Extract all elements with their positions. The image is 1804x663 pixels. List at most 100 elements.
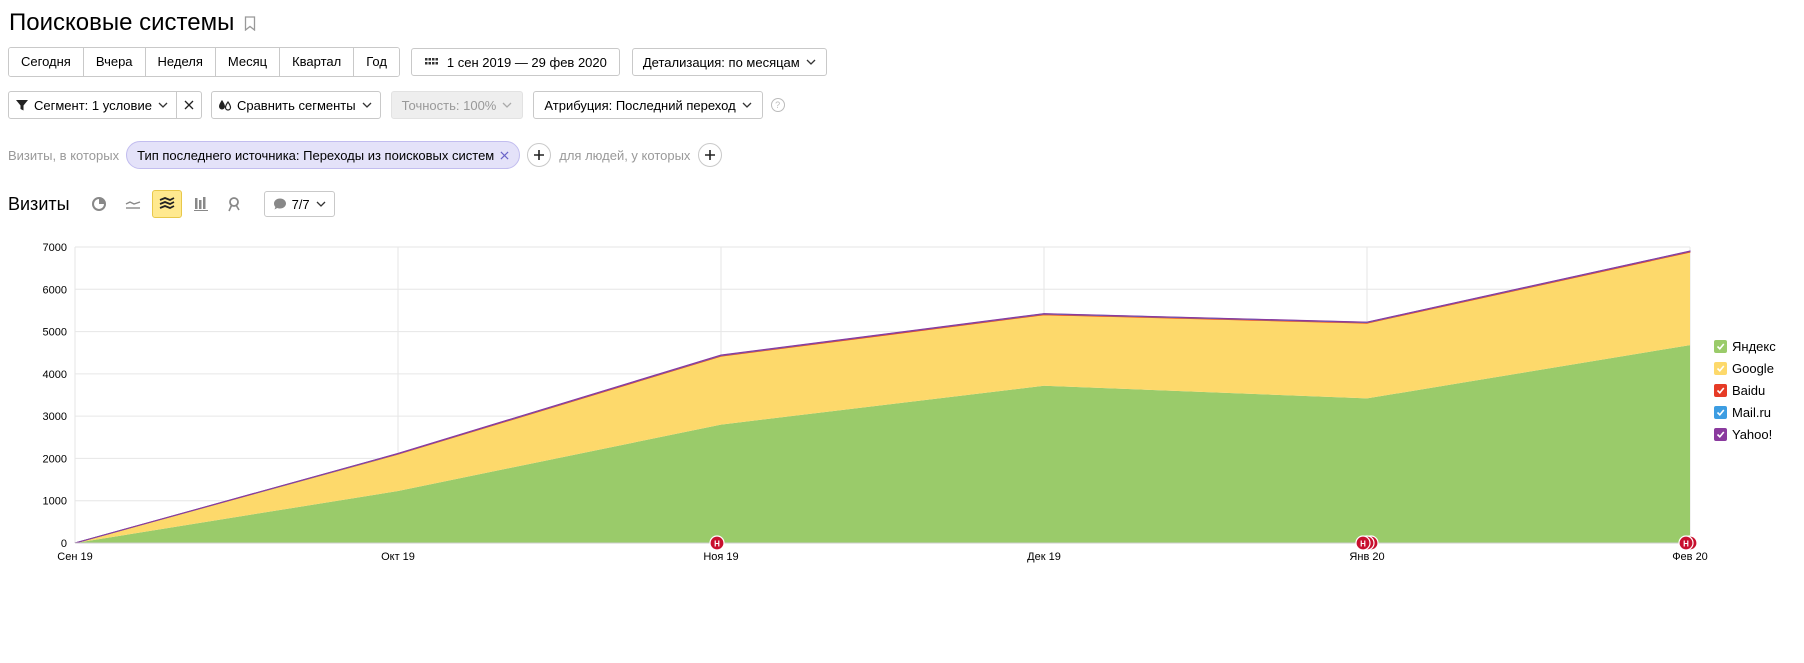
- pie-chart-icon: [91, 197, 106, 211]
- attribution-label: Атрибуция: Последний переход: [544, 97, 736, 113]
- add-people-condition-button[interactable]: [698, 143, 723, 167]
- bar-chart-icon: [193, 197, 208, 211]
- y-tick-label: 7000: [43, 242, 67, 254]
- y-tick-label: 6000: [43, 284, 67, 296]
- plus-icon: [705, 150, 716, 160]
- period-month-button[interactable]: Месяц: [215, 48, 281, 76]
- plus-icon: [534, 150, 545, 160]
- x-tick-label: Янв 20: [1349, 551, 1384, 563]
- chevron-down-icon: [158, 102, 168, 108]
- y-tick-label: 0: [61, 538, 67, 550]
- legend-item[interactable]: Baidu: [1714, 379, 1776, 401]
- chevron-down-icon: [806, 59, 816, 65]
- x-tick-label: Дек 19: [1027, 551, 1061, 563]
- area-chart: 0 1000 2000 3000 4000 5000 6000 7000 Сен 19 Окт 1…: [43, 242, 1708, 563]
- annotation-marker: [1355, 535, 1371, 551]
- accuracy-label: Точность: 100%: [401, 97, 497, 113]
- annotations-count: 7/7: [291, 196, 310, 212]
- annotation-marker: [709, 535, 725, 551]
- map-pin-icon: [227, 197, 240, 212]
- chevron-down-icon: [742, 102, 752, 108]
- x-tick-label: Фев 20: [1672, 551, 1708, 563]
- bar-chart-button[interactable]: [186, 190, 216, 218]
- map-chart-button[interactable]: [220, 190, 250, 218]
- series-area-1: [75, 345, 1690, 543]
- y-tick-label: 5000: [43, 327, 67, 339]
- checkbox-checked-icon[interactable]: [1714, 383, 1727, 397]
- filter-row: Визиты, в которых Тип последнего источни…: [8, 141, 723, 169]
- legend-label: Yahoo!: [1732, 426, 1773, 442]
- series-area-5: [74, 250, 1691, 544]
- date-range-label: 1 сен 2019 — 29 фев 2020: [446, 54, 607, 70]
- period-yesterday-button[interactable]: Вчера: [83, 48, 146, 76]
- segment-row: Сегмент: 1 условие Сравнить сегменты Точ…: [8, 91, 785, 119]
- segment-dropdown[interactable]: Сегмент: 1 условие: [8, 91, 177, 119]
- chevron-down-icon: [316, 201, 326, 207]
- segment-clear-button[interactable]: [176, 91, 202, 119]
- add-visit-condition-button[interactable]: [527, 143, 552, 167]
- annotation-label: H: [1360, 540, 1366, 549]
- annotations-dropdown[interactable]: 7/7: [263, 191, 335, 217]
- x-tick-label: Сен 19: [57, 551, 92, 563]
- compare-segments-label: Сравнить сегменты: [236, 97, 356, 113]
- chart: 0 1000 2000 3000 4000 5000 6000 7000 Сен 19 Окт 1…: [0, 230, 1804, 658]
- legend-item[interactable]: Mail.ru: [1714, 401, 1776, 423]
- legend-item[interactable]: Yahoo!: [1714, 423, 1776, 445]
- period-row: Сегодня Вчера Неделя Месяц Квартал Год 1…: [8, 47, 827, 77]
- area-chart-icon: [159, 197, 174, 209]
- help-icon[interactable]: ?: [770, 98, 785, 112]
- section-title: Визиты: [8, 193, 70, 214]
- y-tick-label: 1000: [43, 496, 67, 508]
- bookmark-icon[interactable]: [244, 15, 256, 31]
- legend-label: Mail.ru: [1732, 404, 1772, 420]
- x-tick-label: Ноя 19: [703, 551, 738, 563]
- filter-prefix: Визиты, в которых: [8, 147, 120, 163]
- checkbox-checked-icon[interactable]: [1714, 427, 1727, 441]
- series-area-2: [75, 252, 1690, 543]
- legend-label: Google: [1732, 360, 1774, 376]
- detail-label: Детализация: по месяцам: [642, 54, 800, 70]
- legend-label: Яндекс: [1732, 338, 1776, 354]
- attribution-dropdown[interactable]: Атрибуция: Последний переход: [533, 91, 763, 119]
- period-buttons: Сегодня Вчера Неделя Месяц Квартал Год: [8, 47, 400, 77]
- line-chart-icon: [125, 201, 140, 209]
- y-tick-label: 4000: [43, 369, 67, 381]
- x-tick-label: Окт 19: [381, 551, 415, 563]
- date-range-button[interactable]: 1 сен 2019 — 29 фев 2020: [410, 48, 620, 76]
- close-icon: [184, 100, 194, 110]
- close-icon[interactable]: [500, 150, 509, 160]
- chevron-down-icon: [502, 102, 512, 108]
- checkbox-checked-icon[interactable]: [1714, 405, 1727, 419]
- filter-chip-label: Тип последнего источника: Переходы из по…: [137, 147, 495, 163]
- legend-item[interactable]: Google: [1714, 357, 1776, 379]
- compare-segments-dropdown[interactable]: Сравнить сегменты: [210, 91, 381, 119]
- comment-icon: [273, 198, 286, 210]
- period-quarter-button[interactable]: Квартал: [280, 48, 355, 76]
- checkbox-checked-icon[interactable]: [1714, 361, 1727, 375]
- period-week-button[interactable]: Неделя: [145, 48, 216, 76]
- legend-item[interactable]: Яндекс: [1714, 335, 1776, 357]
- segment-label: Сегмент: 1 условие: [34, 97, 152, 113]
- chart-toolbar: Визиты 7/7: [8, 190, 335, 218]
- people-prefix: для людей, у которых: [559, 147, 691, 163]
- annotation-label: H: [1683, 540, 1689, 549]
- page-title: Поисковые системы: [9, 9, 235, 36]
- title-row: Поисковые системы: [9, 9, 256, 37]
- annotation-marker: [1678, 535, 1694, 551]
- period-today-button[interactable]: Сегодня: [9, 48, 84, 76]
- period-year-button[interactable]: Год: [354, 48, 399, 76]
- pie-chart-button[interactable]: [84, 190, 114, 218]
- detail-dropdown[interactable]: Детализация: по месяцам: [631, 48, 827, 76]
- compare-drops-icon: [218, 100, 232, 111]
- line-chart-button[interactable]: [118, 190, 148, 218]
- legend-label: Baidu: [1732, 382, 1766, 398]
- checkbox-checked-icon[interactable]: [1714, 339, 1727, 353]
- filter-chip[interactable]: Тип последнего источника: Переходы из по…: [126, 141, 521, 169]
- chevron-down-icon: [362, 102, 372, 108]
- filter-icon: [16, 100, 28, 111]
- y-tick-label: 3000: [43, 411, 67, 423]
- calendar-icon: [424, 58, 438, 65]
- accuracy-dropdown: Точность: 100%: [390, 91, 524, 119]
- area-chart-button[interactable]: [151, 190, 182, 218]
- chart-legend: Яндекс Google Baidu Mail.ru Yahoo!: [1714, 335, 1776, 445]
